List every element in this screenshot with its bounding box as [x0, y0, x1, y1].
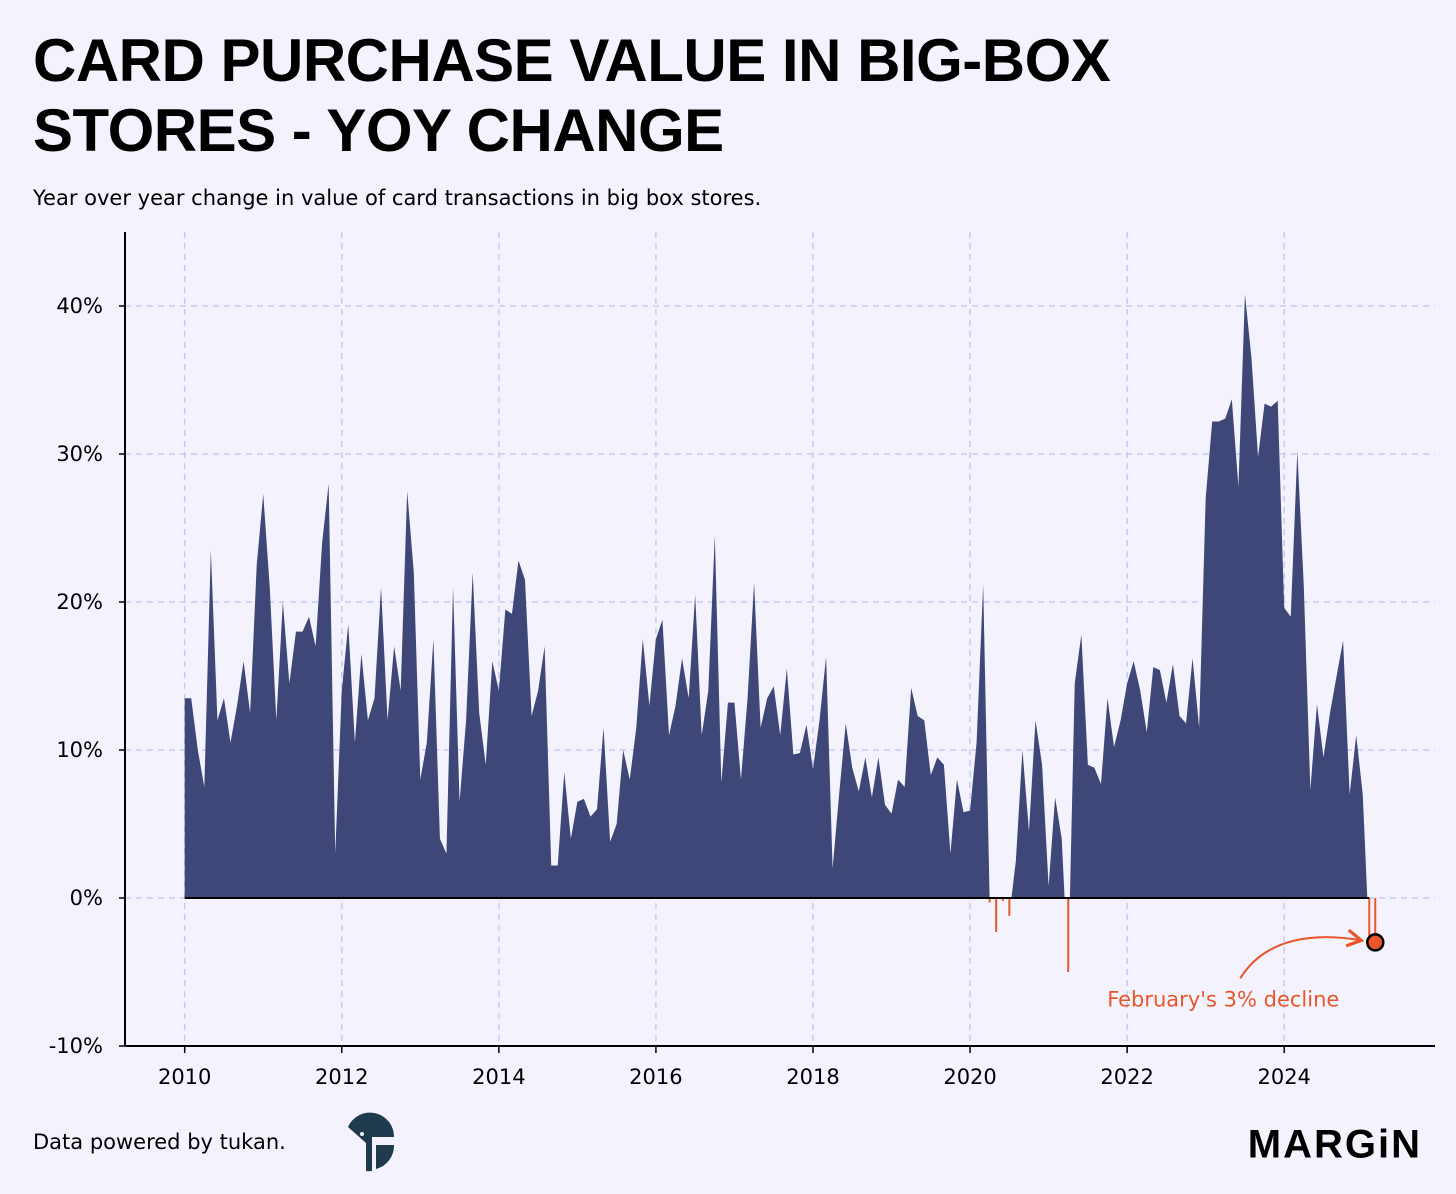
- annotation: February's 3% decline: [1107, 987, 1339, 1011]
- x-tick-label: 2010: [158, 1065, 211, 1089]
- y-tick-label: 30%: [56, 442, 103, 466]
- x-tick-label: 2012: [315, 1065, 368, 1089]
- brand-logo: MARGiN: [1248, 1123, 1422, 1167]
- y-tick-label: -10%: [49, 1034, 103, 1058]
- y-tick-label: 10%: [56, 738, 103, 762]
- x-tick-label: 2024: [1257, 1065, 1310, 1089]
- chart-title: CARD PURCHASE VALUE IN BIG-BOX STORES - …: [33, 27, 1111, 164]
- source: Data powered by tukan.: [33, 1130, 286, 1154]
- x-tick-label: 2014: [472, 1065, 525, 1089]
- y-tick-label: 20%: [56, 590, 103, 614]
- tukan-logo: [348, 1112, 395, 1172]
- annotation-arrow: [1239, 928, 1365, 979]
- y-tick-label: 0%: [70, 886, 103, 910]
- x-tick-label: 2018: [786, 1065, 839, 1089]
- area: [184, 294, 1370, 898]
- x-tick-label: 2020: [943, 1065, 996, 1089]
- x-tick-label: 2016: [629, 1065, 682, 1089]
- y-tick-label: 40%: [56, 294, 103, 318]
- x-tick-label: 2022: [1100, 1065, 1153, 1089]
- last-point: [1366, 933, 1385, 952]
- chart-subtitle: Year over year change in value of card t…: [33, 186, 762, 210]
